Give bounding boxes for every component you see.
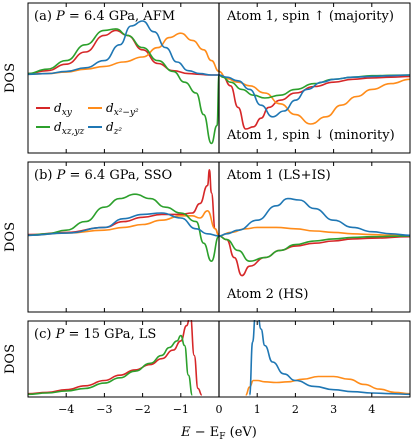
x-tick-label: 3 [330, 403, 337, 416]
x-tick-label: 4 [368, 403, 375, 416]
x-tick-label: −4 [58, 403, 74, 416]
panel-title: (c) P = 15 GPa, LS [34, 327, 156, 342]
x-tick-label: 1 [254, 403, 261, 416]
series-b-dz2 [27, 197, 410, 237]
x-tick-label: −3 [96, 403, 112, 416]
series-c-dxy [27, 320, 203, 396]
panel-annotation-top: Atom 1 (LS+IS) [226, 168, 331, 183]
x-tick-label: 2 [292, 403, 299, 416]
y-axis-label: DOS [3, 344, 18, 374]
panel-annotation-top: Atom 1, spin ↑ (majority) [226, 9, 394, 24]
series-c-dz2 [248, 320, 410, 396]
x-tick-label: 0 [216, 403, 223, 416]
y-axis-label: DOS [3, 222, 18, 252]
series-c-dxzyz [27, 334, 194, 396]
panel-title: (b) P = 6.4 GPa, SSO [34, 168, 172, 183]
y-axis-label: DOS [3, 63, 18, 93]
panel-title: (a) P = 6.4 GPa, AFM [34, 9, 175, 24]
legend-entry: dz² [106, 120, 122, 137]
legend-entry: dxz,yz [54, 120, 84, 137]
series-a-dxzyz [27, 28, 410, 145]
series-c-dx2y2 [245, 375, 410, 396]
panel-annotation-bottom: Atom 2 (HS) [226, 287, 308, 302]
x-tick-label: −1 [173, 403, 189, 416]
series-b-dxzyz [27, 193, 410, 263]
panel-annotation-bottom: Atom 1, spin ↓ (minority) [226, 128, 395, 143]
x-tick-label: −2 [134, 403, 150, 416]
x-axis-label: E − EF (eV) [180, 425, 257, 442]
legend-entry: dx²−y² [106, 101, 139, 118]
panel-c-curves [27, 320, 410, 396]
legend-entry: dxy [54, 101, 73, 118]
